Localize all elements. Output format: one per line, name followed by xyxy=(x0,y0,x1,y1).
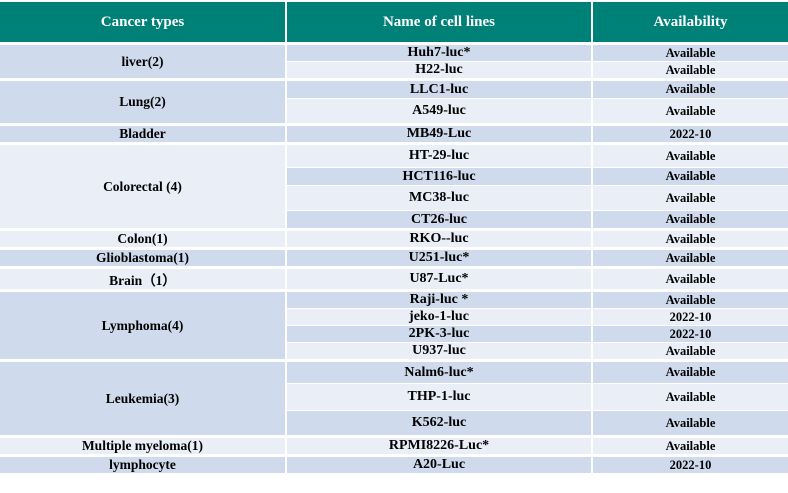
cell-line-cell: H22-luc xyxy=(285,61,592,80)
availability-cell: Available xyxy=(591,61,788,80)
cell-line-cell: RPMI8226-Luc* xyxy=(285,435,592,456)
table-row: H22-luc Available xyxy=(0,61,788,80)
availability-cell: 2022-10 xyxy=(591,123,788,144)
table-row: Lymphoma(4) Raji-luc * Available xyxy=(0,289,788,361)
availability-cell: 2022-10 xyxy=(591,325,788,343)
cell-line-cell: A20-Luc xyxy=(285,454,592,473)
table-row: K562-luc Available xyxy=(0,410,788,437)
cell-line-cell: THP-1-luc xyxy=(285,383,592,411)
availability-cell: 2022-10 xyxy=(591,454,788,473)
cell-line-cell: U251-luc* xyxy=(285,247,592,268)
table-row: CT26-luc Available xyxy=(0,210,788,230)
cell-line-cell: Raji-luc * xyxy=(285,289,592,309)
availability-cell: Available xyxy=(591,342,788,361)
cell-line-cell: 2PK-3-luc xyxy=(285,325,592,343)
table-row: 2PK-3-luc 2022-10 xyxy=(0,325,788,343)
cell-line-cell: MB49-Luc xyxy=(285,123,592,144)
table-row: Lung(2) LLC1-luc Available xyxy=(0,78,788,125)
cell-line-cell: K562-luc xyxy=(285,410,592,437)
cancer-type-cell: Glioblastoma(1) xyxy=(0,247,286,268)
cancer-type-cell: Lymphoma(4) xyxy=(0,289,286,361)
availability-cell: Available xyxy=(591,167,788,186)
cell-line-cell: CT26-luc xyxy=(285,210,592,230)
availability-cell: Available xyxy=(591,228,788,249)
table-row: U937-luc Available xyxy=(0,342,788,361)
col-header-availability: Availability xyxy=(591,2,788,45)
col-header-cell-lines: Name of cell lines xyxy=(285,2,592,45)
table-row: Bladder MB49-Luc 2022-10 xyxy=(0,123,788,144)
availability-cell: Available xyxy=(591,410,788,437)
cancer-type-cell: lymphocyte xyxy=(0,454,286,473)
availability-cell: Available xyxy=(591,142,788,168)
table-row: lymphocyte A20-Luc 2022-10 xyxy=(0,454,788,473)
cell-line-cell: MC38-luc xyxy=(285,185,592,211)
table-row: HCT116-luc Available xyxy=(0,167,788,186)
cell-line-cell: LLC1-luc xyxy=(285,78,592,99)
cancer-type-cell: Bladder xyxy=(0,123,286,144)
table-row: Colon(1) RKO--luc Available xyxy=(0,228,788,249)
cancer-type-cell: Colon(1) xyxy=(0,228,286,249)
table-row: Leukemia(3) Nalm6-luc* Available xyxy=(0,359,788,437)
cancer-type-cell: liver(2) xyxy=(0,42,286,80)
table-row: jeko-1-luc 2022-10 xyxy=(0,308,788,326)
table-row: A549-luc Available xyxy=(0,98,788,125)
table-row: Multiple myeloma(1) RPMI8226-Luc* Availa… xyxy=(0,435,788,456)
cancer-type-cell: Multiple myeloma(1) xyxy=(0,435,286,456)
cancer-type-cell: Leukemia(3) xyxy=(0,359,286,437)
availability-cell: Available xyxy=(591,42,788,62)
cell-line-cell: jeko-1-luc xyxy=(285,308,592,326)
availability-cell: Available xyxy=(591,289,788,309)
table-row: Brain（1） U87-Luc* Available xyxy=(0,266,788,291)
availability-cell: Available xyxy=(591,185,788,211)
table-row: Glioblastoma(1) U251-luc* Available xyxy=(0,247,788,268)
cancer-type-cell: Colorectal (4) xyxy=(0,142,286,230)
cell-line-cell: HCT116-luc xyxy=(285,167,592,186)
availability-cell: Available xyxy=(591,247,788,268)
cell-lines-table: Cancer types Name of cell lines Availabi… xyxy=(0,2,788,473)
table-row: THP-1-luc Available xyxy=(0,383,788,411)
availability-cell: 2022-10 xyxy=(591,308,788,326)
cancer-type-cell: Lung(2) xyxy=(0,78,286,125)
cell-line-cell: RKO--luc xyxy=(285,228,592,249)
cell-line-cell: Nalm6-luc* xyxy=(285,359,592,384)
cell-line-cell: U937-luc xyxy=(285,342,592,361)
availability-cell: Available xyxy=(591,359,788,384)
cancer-type-cell: Brain（1） xyxy=(0,266,286,291)
header-row: Cancer types Name of cell lines Availabi… xyxy=(0,2,788,45)
cell-line-cell: U87-Luc* xyxy=(285,266,592,291)
table-row: liver(2) Huh7-luc* Available xyxy=(0,42,788,80)
availability-cell: Available xyxy=(591,435,788,456)
cell-line-cell: A549-luc xyxy=(285,98,592,125)
availability-cell: Available xyxy=(591,98,788,125)
availability-cell: Available xyxy=(591,210,788,230)
col-header-cancer-types: Cancer types xyxy=(0,2,286,45)
availability-cell: Available xyxy=(591,78,788,99)
cell-line-cell: HT-29-luc xyxy=(285,142,592,168)
cell-line-cell: Huh7-luc* xyxy=(285,42,592,62)
table-row: MC38-luc Available xyxy=(0,185,788,211)
table-row: Colorectal (4) HT-29-luc Available xyxy=(0,142,788,230)
availability-cell: Available xyxy=(591,383,788,411)
availability-cell: Available xyxy=(591,266,788,291)
